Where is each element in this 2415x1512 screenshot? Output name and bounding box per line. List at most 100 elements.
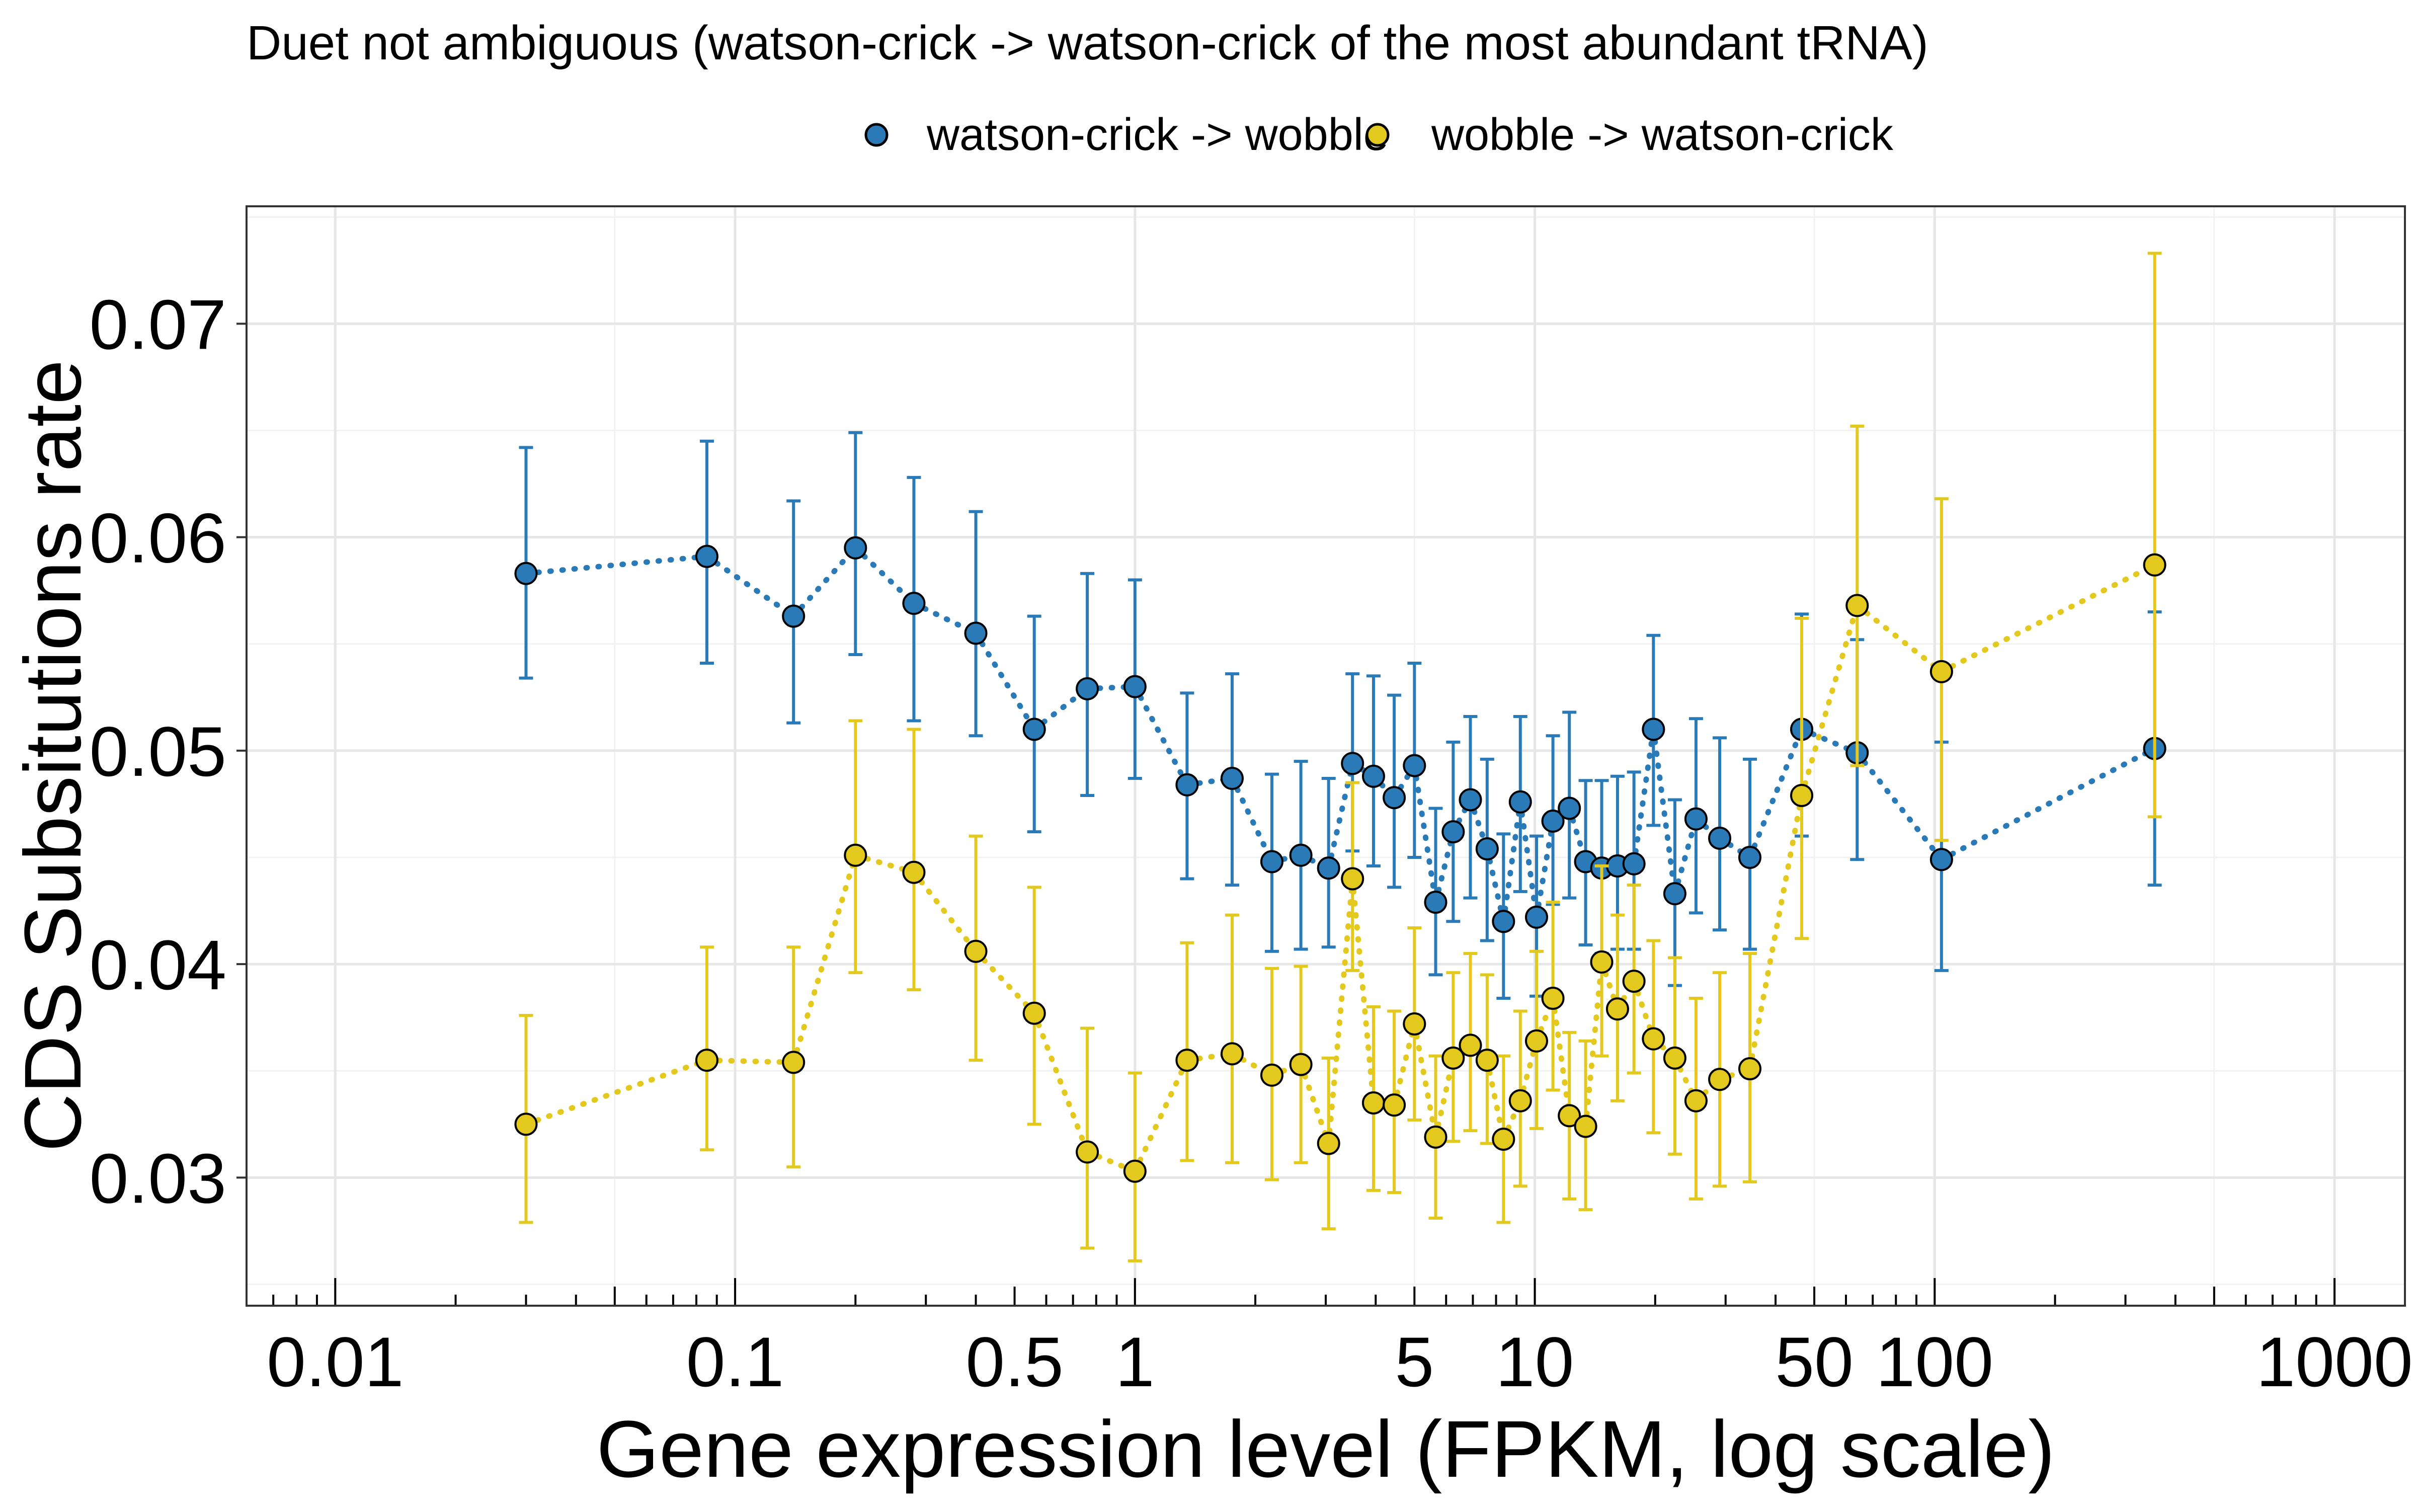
data-point: [1175, 773, 1199, 797]
data-point: [782, 1051, 806, 1074]
legend: watson-crick -> wobble wobble -> watson-…: [864, 110, 1894, 160]
data-point: [1424, 891, 1447, 914]
data-point: [1524, 905, 1548, 929]
data-point: [514, 562, 538, 585]
series-connector-line: [1484, 1057, 1506, 1142]
data-point: [1220, 767, 1244, 790]
data-point: [1663, 1046, 1686, 1070]
y-tick-label: 0.03: [90, 1139, 226, 1218]
series-connector-line: [790, 852, 858, 1065]
series-connector-line: [1031, 1010, 1090, 1155]
data-point: [1475, 837, 1499, 861]
series-connector-line: [1484, 846, 1506, 924]
series-connector-line: [1411, 1021, 1438, 1140]
series-connector-line: [1326, 876, 1355, 1147]
series-connector-line: [1432, 1055, 1456, 1140]
data-point: [695, 1049, 718, 1072]
data-point: [1076, 677, 1099, 700]
y-axis-title: CDS Subsitutions rate: [8, 360, 98, 1152]
data-point: [1289, 1053, 1313, 1076]
data-point: [695, 544, 718, 568]
data-point: [1708, 1068, 1732, 1091]
series-connector-line: [1672, 816, 1699, 897]
series-connector-line: [1650, 726, 1678, 897]
series-connector-line: [1599, 959, 1621, 1012]
series-connector-line: [1747, 726, 1805, 860]
data-point: [1341, 867, 1364, 891]
x-tick-label: 0.01: [267, 1322, 404, 1401]
series-connector-line: [1432, 829, 1456, 905]
series-connector-line: [1500, 799, 1523, 924]
x-tick-label: 0.1: [686, 1322, 784, 1401]
legend-marker-wc-wobble: [864, 123, 889, 147]
series-connector-line: [1550, 995, 1572, 1119]
plot-panel-border: [246, 205, 2406, 1307]
x-tick-label: 50: [1775, 1322, 1854, 1401]
data-point: [1175, 1049, 1199, 1072]
series-connector-line: [1349, 760, 1377, 779]
data-point: [1929, 848, 1953, 871]
series-connector-line: [852, 545, 917, 606]
data-point: [1022, 1001, 1046, 1025]
data-point: [1289, 843, 1313, 867]
data-point: [1383, 786, 1406, 810]
x-tick-label: 10: [1496, 1322, 1574, 1401]
data-point: [1642, 1027, 1665, 1051]
data-point: [1541, 987, 1565, 1010]
series-connector-line: [790, 545, 858, 619]
data-point: [1459, 788, 1482, 812]
data-point: [1076, 1140, 1099, 1164]
series-connector-line: [1854, 750, 1945, 862]
y-tick-label: 0.07: [90, 285, 226, 364]
data-point: [1441, 1046, 1465, 1070]
x-tick-label: 5: [1395, 1322, 1434, 1401]
series-connector-line: [1298, 1062, 1332, 1147]
series-connector-line: [1411, 763, 1438, 905]
axis-ticks: 0.03 0.04 0.05 0.06 0.07 0.01 0.1 0.5 1 5 10 50 100 1…: [90, 285, 2413, 1401]
data-point: [1475, 1049, 1499, 1072]
data-point: [1558, 1104, 1581, 1128]
data-point: [1738, 1057, 1761, 1081]
series-connector-line: [1517, 799, 1540, 920]
data-point: [1403, 754, 1426, 777]
legend-label-wc-wobble: watson-crick -> wobble: [926, 110, 1389, 160]
y-tick-label: 0.04: [90, 925, 226, 1004]
data-point: [1684, 1089, 1708, 1112]
data-point: [1441, 820, 1465, 844]
data-point: [1524, 1029, 1548, 1053]
legend-marker-wobble-wc: [1365, 123, 1390, 147]
x-tick-label: 1: [1115, 1322, 1155, 1401]
data-point: [1605, 997, 1629, 1021]
data-point: [1642, 718, 1665, 741]
data-point: [1622, 852, 1646, 876]
chart-title: Duet not ambiguous (watson-crick -> wats…: [247, 16, 1928, 70]
y-tick-label: 0.06: [90, 499, 226, 578]
data-point: [1361, 764, 1385, 788]
data-point: [1790, 783, 1814, 807]
data-point: [1492, 910, 1515, 933]
data-point: [902, 860, 926, 884]
data-point: [1929, 660, 1953, 683]
data-point: [1317, 856, 1340, 880]
data-point: [1383, 1093, 1406, 1117]
data-point: [1508, 790, 1532, 814]
data-point: [1845, 594, 1869, 617]
data-point: [902, 592, 926, 615]
data-point: [844, 536, 867, 560]
data-point: [1424, 1125, 1447, 1149]
legend-label-wobble-wc: wobble -> watson-crick: [1431, 110, 1894, 160]
series-wobble-to-wc: [514, 252, 2166, 1262]
data-point: [844, 843, 867, 867]
data-point: [1317, 1132, 1340, 1155]
x-tick-label: 0.5: [965, 1322, 1064, 1401]
data-point: [1541, 809, 1565, 833]
series-connector-line: [1747, 792, 1805, 1072]
data-point: [1260, 850, 1283, 873]
series-connector-line: [1084, 1149, 1138, 1174]
x-tick-label: 1000: [2256, 1322, 2412, 1401]
series-connector-line: [1132, 1057, 1190, 1174]
series-connector-line: [1534, 818, 1556, 920]
series-connector-line: [1939, 562, 2158, 675]
series-connector-line: [1799, 602, 1860, 799]
